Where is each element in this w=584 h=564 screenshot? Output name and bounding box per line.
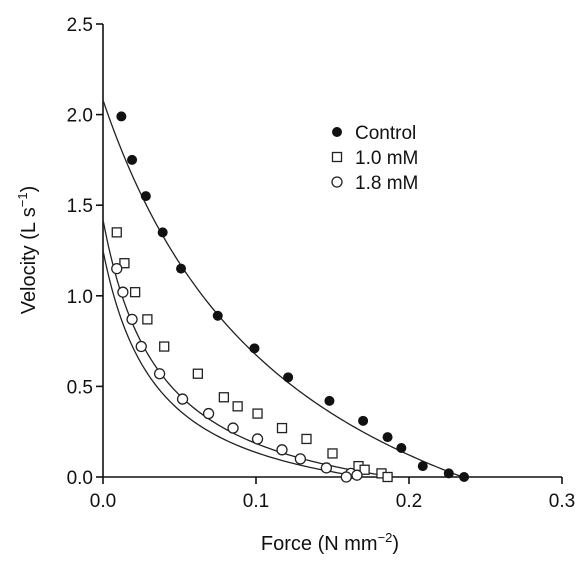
y-tick-label: 0.0: [67, 468, 93, 489]
legend-label: Control: [355, 123, 416, 144]
data-point: [176, 393, 189, 405]
fit-curve: [102, 219, 394, 478]
data-point: [135, 340, 147, 353]
data-point: [153, 368, 166, 380]
data-point: [294, 453, 307, 465]
data-point: [126, 313, 138, 326]
legend: Control 1.0 mM 1.8 mM: [331, 123, 418, 194]
data-point: [157, 227, 168, 238]
x-tick-label: 0.1: [243, 491, 269, 512]
x-tick-label: 0.0: [90, 491, 116, 512]
data-point: [117, 286, 129, 298]
data-point: [212, 310, 223, 321]
data-point: [417, 461, 428, 472]
data-point: [382, 432, 393, 443]
data-point: [119, 258, 130, 269]
data-point: [218, 392, 230, 403]
data-point: [351, 469, 363, 481]
data-point: [340, 471, 352, 483]
fit-curve: [102, 250, 364, 478]
data-point: [251, 433, 264, 445]
data-point: [142, 314, 153, 325]
data-point: [111, 262, 123, 275]
ticks: 0.0 0.1 0.2 0.3 0.0 0.5 1.0 1.5 2.0 2.5: [67, 15, 576, 512]
data-point: [127, 154, 138, 165]
data-point: [382, 471, 393, 483]
y-axis-title: Velocity (L s−1): [15, 186, 40, 315]
data-point: [301, 433, 312, 445]
data-point: [359, 464, 370, 475]
data-point: [443, 468, 454, 479]
data-point: [227, 422, 239, 434]
data-point: [276, 422, 288, 434]
x-tick-label: 0.3: [549, 491, 575, 512]
legend-marker: [332, 127, 342, 137]
data-point: [202, 407, 215, 420]
data-points: [111, 111, 470, 483]
data-point: [176, 263, 187, 274]
data-point: [358, 415, 369, 426]
data-point: [140, 191, 151, 202]
x-tick-label: 0.2: [396, 491, 422, 512]
y-tick-label: 0.5: [67, 377, 93, 398]
y-tick-label: 2.5: [67, 15, 93, 36]
legend-label: 1.0 mM: [355, 148, 418, 169]
data-point: [192, 368, 204, 379]
legend-marker: [331, 176, 343, 188]
data-point: [327, 448, 338, 459]
legend-label: 1.8 mM: [355, 173, 418, 194]
data-point: [111, 227, 122, 238]
x-axis-title: Force (N mm−2): [261, 530, 399, 555]
data-point: [459, 472, 470, 482]
data-point: [324, 395, 335, 406]
y-tick-label: 1.0: [67, 287, 93, 308]
data-point: [396, 443, 407, 454]
y-tick-label: 1.5: [67, 196, 93, 217]
data-point: [159, 341, 170, 352]
data-point: [252, 408, 263, 419]
data-point: [116, 111, 127, 122]
data-point: [129, 287, 141, 298]
y-tick-label: 2.0: [67, 106, 93, 127]
legend-marker: [331, 151, 343, 163]
data-point: [232, 401, 243, 412]
data-point: [276, 444, 288, 456]
data-point: [283, 372, 294, 383]
data-point: [249, 343, 260, 354]
data-point: [320, 462, 333, 474]
